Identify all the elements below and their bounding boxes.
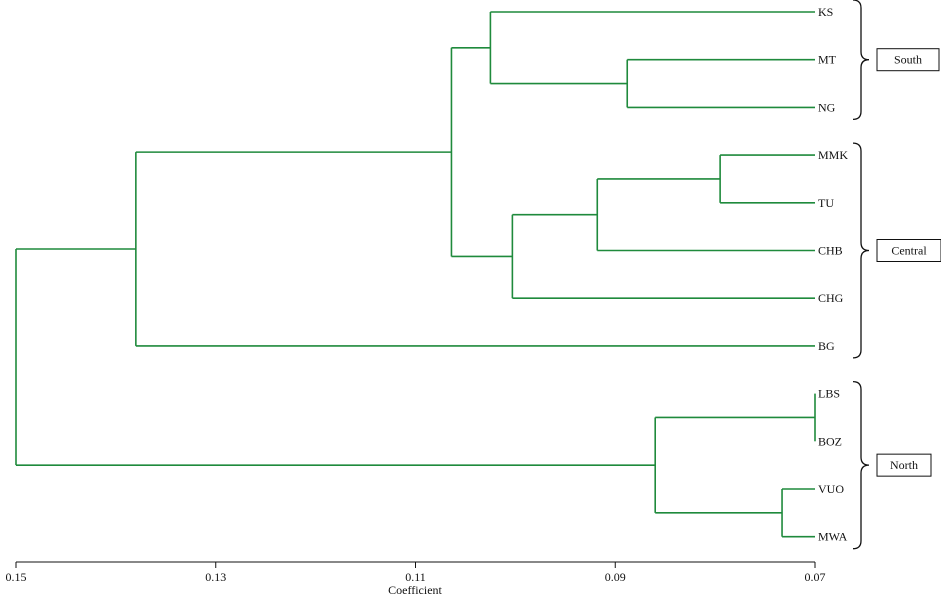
leaf-label-mmk: MMK xyxy=(818,148,848,162)
group-box-north xyxy=(876,453,932,477)
leaf-label-mt: MT xyxy=(818,53,837,67)
group-annotations: South Central North xyxy=(852,0,941,550)
group-box-central xyxy=(876,239,941,262)
leaf-label-chg: CHG xyxy=(818,291,844,305)
leaf-label-ng: NG xyxy=(818,100,836,114)
dendrogram-branches xyxy=(15,11,816,538)
group-brace-central xyxy=(852,142,870,359)
group-box-south xyxy=(876,48,940,72)
group-label-south: South xyxy=(894,53,922,67)
group-label-central: Central xyxy=(891,244,927,258)
x-tick-label-0.13: 0.13 xyxy=(205,570,226,584)
leaf-labels: KS MT NG MMK TU CHB CHG BG LBS BOZ VUO MWA xyxy=(818,5,848,544)
leaf-label-bg: BG xyxy=(818,339,835,353)
group-label-north: North xyxy=(890,458,918,472)
group-brace-south xyxy=(852,0,870,121)
leaf-label-lbs: LBS xyxy=(818,387,840,401)
x-axis-ticks: 0.15 0.13 0.11 0.09 0.07 xyxy=(6,562,826,584)
group-brace-north xyxy=(852,380,870,550)
x-tick-label-0.09: 0.09 xyxy=(605,570,626,584)
x-axis: 0.15 0.13 0.11 0.09 0.07 Coefficient xyxy=(6,561,826,597)
leaf-label-boz: BOZ xyxy=(818,434,842,448)
x-tick-label-0.15: 0.15 xyxy=(6,570,27,584)
x-axis-title: Coefficient xyxy=(388,583,442,597)
leaf-label-mwa: MWA xyxy=(818,530,848,544)
leaf-label-chb: CHB xyxy=(818,244,843,258)
leaf-label-vuo: VUO xyxy=(818,482,844,496)
leaf-label-ks: KS xyxy=(818,5,833,19)
x-tick-label-0.07: 0.07 xyxy=(805,570,826,584)
leaf-label-tu: TU xyxy=(818,196,834,210)
x-tick-label-0.11: 0.11 xyxy=(405,570,426,584)
